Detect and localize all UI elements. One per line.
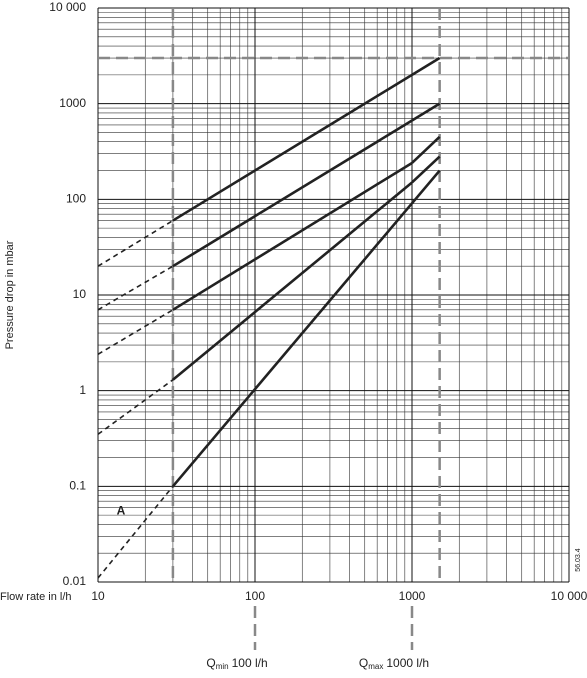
- curve-segment: [411, 155, 441, 184]
- curve-segment: [97, 309, 174, 355]
- x-tick-label: 10: [91, 589, 105, 603]
- annotation: A: [117, 503, 126, 517]
- curve-segment: [97, 265, 174, 311]
- curve-segment: [172, 56, 441, 222]
- curve-segment: [97, 485, 174, 579]
- curve-segment: [172, 161, 413, 311]
- x-tick-label: 10 000: [551, 589, 587, 603]
- y-tick-label: 10 000: [49, 0, 86, 14]
- q-symbol: Q: [206, 656, 215, 670]
- code-label: 56.03.4: [575, 548, 582, 571]
- y-tick-label: 100: [66, 192, 86, 206]
- curve-segment: [411, 135, 441, 164]
- x-tick-label: 100: [245, 589, 265, 603]
- q-text: 100 l/h: [232, 656, 268, 670]
- x-tick-label: 1000: [399, 589, 426, 603]
- q-subscript: max: [368, 662, 383, 671]
- q-label: Qmin 100 l/h: [206, 656, 267, 671]
- y-tick-label: 0.01: [63, 574, 87, 588]
- curve-segment: [97, 379, 174, 435]
- curve-segment: [97, 219, 174, 267]
- x-axis-label: Flow rate in l/h: [0, 591, 72, 603]
- curve-segment: [171, 169, 441, 488]
- y-tick-label: 1000: [59, 96, 86, 110]
- y-tick-label: 1: [79, 383, 86, 397]
- q-text: 1000 l/h: [386, 656, 429, 670]
- q-label: Qmax 1000 l/h: [359, 656, 429, 671]
- q-subscript: min: [216, 662, 229, 671]
- q-symbol: Q: [359, 656, 368, 670]
- y-tick-label: 0.1: [69, 479, 86, 493]
- y-tick-label: 10: [73, 287, 87, 301]
- curve-segment: [172, 102, 441, 268]
- y-axis-label: Pressure drop in mbar: [4, 240, 16, 349]
- curve-segment: [172, 181, 413, 381]
